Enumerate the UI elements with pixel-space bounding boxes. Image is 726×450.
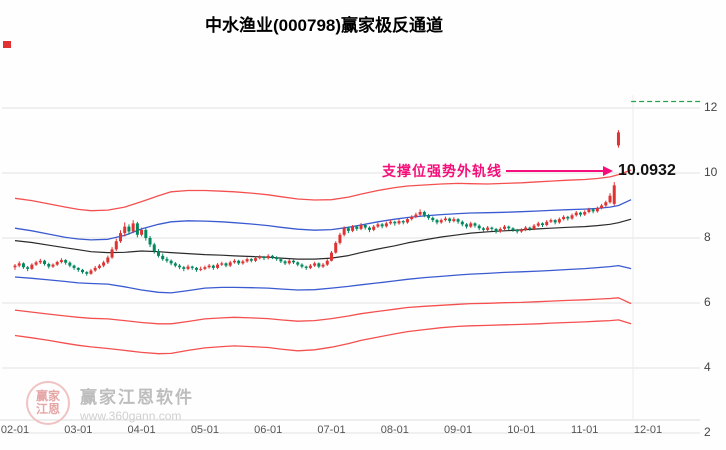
y-axis-label: 10 <box>704 165 718 179</box>
red-corner-tick <box>3 41 11 48</box>
chart-title: 中水渔业(000798)赢家极反通道 <box>204 16 444 35</box>
y-axis-label: 2 <box>704 425 711 439</box>
y-axis-label: 8 <box>704 230 711 244</box>
watermark-text: 赢家江恩软件 www.360gann.com <box>80 383 194 423</box>
y-axis-label: 6 <box>704 295 711 309</box>
watermark-url: www.360gann.com <box>80 409 182 423</box>
x-axis-label: 06-01 <box>254 424 283 436</box>
watermark-name: 赢家江恩软件 <box>80 388 194 407</box>
support-line-annotation: 支撑位强势外轨线 10.0932 <box>382 161 676 181</box>
x-axis-label: 10-01 <box>507 424 536 436</box>
y-axis-label: 12 <box>704 100 718 114</box>
x-axis-label: 12-01 <box>633 424 663 436</box>
x-axis-label: 04-01 <box>127 424 156 436</box>
annotation-label: 支撑位强势外轨线 <box>382 163 502 179</box>
watermark-logo-text: 赢家江恩 <box>35 389 60 416</box>
annotation-arrow-icon <box>506 166 613 176</box>
support-price-label: 10.0932 <box>618 162 676 179</box>
x-axis-label: 08-01 <box>380 424 409 436</box>
x-axis-label: 07-01 <box>317 424 346 436</box>
x-axis-label: 05-01 <box>190 424 219 436</box>
x-axis-label: 09-01 <box>444 424 473 436</box>
x-axis-label: 03-01 <box>64 424 93 436</box>
watermark: 赢家江恩 赢家江恩软件 www.360gann.com <box>26 381 194 425</box>
y-axis-label: 4 <box>704 360 711 374</box>
x-axis-label: 11-01 <box>571 424 599 436</box>
x-axis-label: 02-01 <box>0 424 30 436</box>
watermark-logo-icon: 赢家江恩 <box>26 381 70 425</box>
